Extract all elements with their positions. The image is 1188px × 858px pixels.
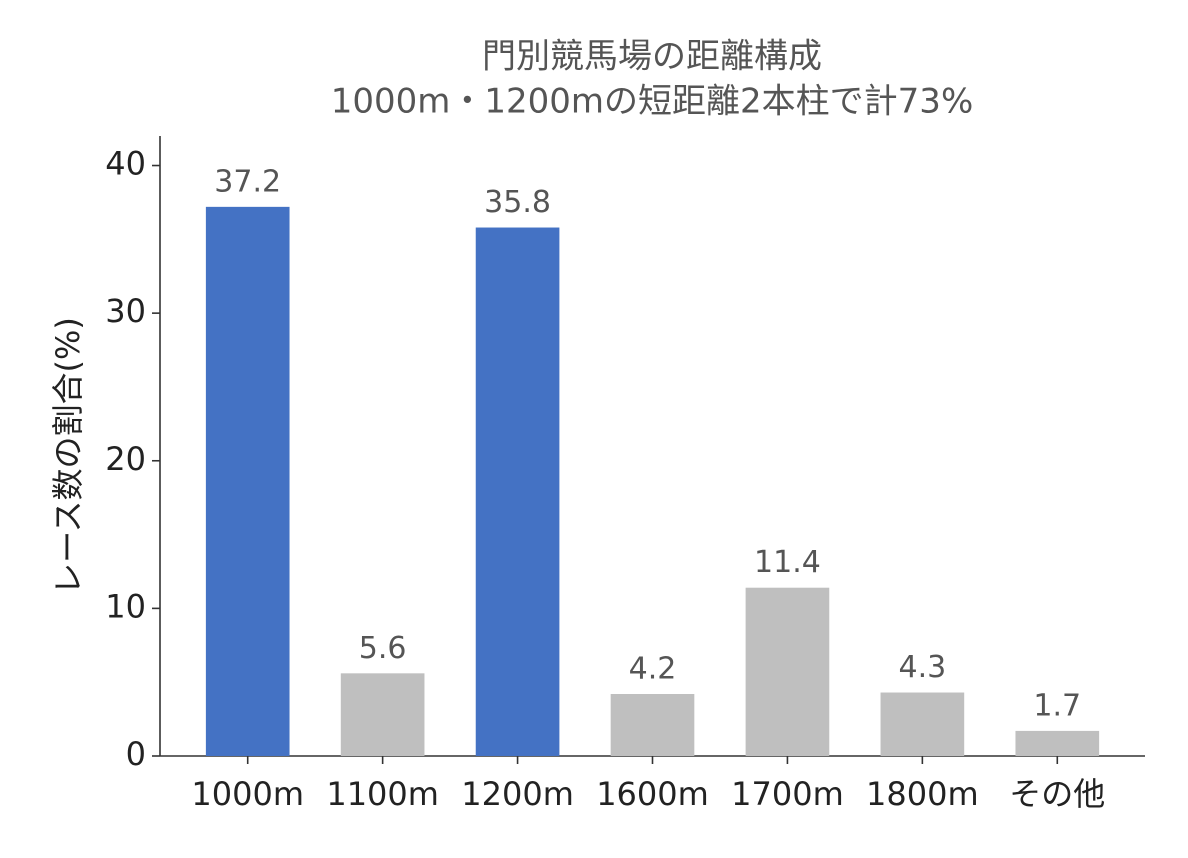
y-tick-label: 0: [126, 735, 146, 773]
x-tick-label: 1100m: [326, 775, 439, 813]
value-label: 4.2: [629, 652, 677, 687]
x-tick-label: 1000m: [191, 775, 304, 813]
value-label: 11.4: [754, 545, 821, 580]
x-tick-label: 1800m: [866, 775, 979, 813]
y-tick-label: 10: [105, 587, 146, 625]
bar: [205, 206, 290, 756]
chart-subtitle: 1000m・1200mの短距離2本柱で計73%: [331, 82, 974, 122]
y-tick-label: 20: [105, 440, 146, 478]
bar: [610, 694, 695, 756]
value-label: 35.8: [484, 185, 551, 220]
value-label: 4.3: [899, 650, 947, 685]
x-tick-label: 1600m: [596, 775, 709, 813]
y-axis-label: レース数の割合(%): [49, 317, 87, 595]
y-tick-label: 30: [105, 292, 146, 330]
bar: [745, 587, 830, 756]
x-tick-label: 1700m: [731, 775, 844, 813]
value-label: 37.2: [214, 164, 281, 199]
y-tick-label: 40: [105, 145, 146, 183]
x-tick-label: 1200m: [461, 775, 574, 813]
value-label: 5.6: [359, 631, 407, 666]
bar: [1015, 730, 1100, 756]
bar: [475, 227, 560, 756]
x-tick-label: その他: [1009, 775, 1105, 813]
value-label: 1.7: [1033, 688, 1081, 723]
bar: [340, 673, 425, 756]
chart-title: 門別競馬場の距離構成: [482, 37, 822, 77]
bar: [880, 692, 965, 756]
